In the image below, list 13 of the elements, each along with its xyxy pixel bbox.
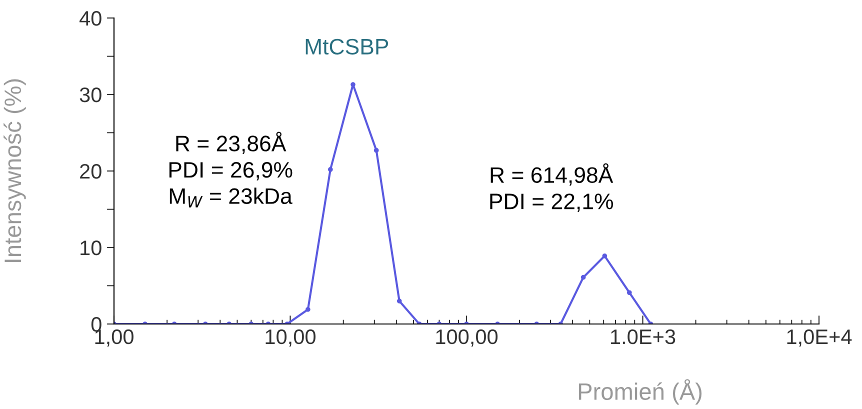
y-tick-label: 40 bbox=[80, 11, 102, 26]
x-axis-title: Promień (Å) bbox=[578, 379, 702, 405]
annotation: R = 23,86Å PDI = 26,9% M$_{W}$ = 23kDa bbox=[169, 132, 292, 208]
y-tick-label: 30 bbox=[80, 88, 102, 102]
x-tick-label: 1,0E+4 bbox=[787, 329, 852, 347]
y-axis-title: Intensywność (%) bbox=[4, 79, 26, 262]
x-tick-label: 1.0E+3 bbox=[611, 329, 676, 344]
x-tick-label: 100,00 bbox=[436, 329, 498, 347]
x-tick-label: 10,00 bbox=[266, 329, 316, 347]
annotation: R = 614,98Å PDI = 22,1% bbox=[490, 163, 614, 212]
annotation: MtCSBP bbox=[306, 38, 388, 55]
y-tick-label: 20 bbox=[80, 164, 102, 179]
y-tick-label: 10 bbox=[80, 240, 102, 256]
